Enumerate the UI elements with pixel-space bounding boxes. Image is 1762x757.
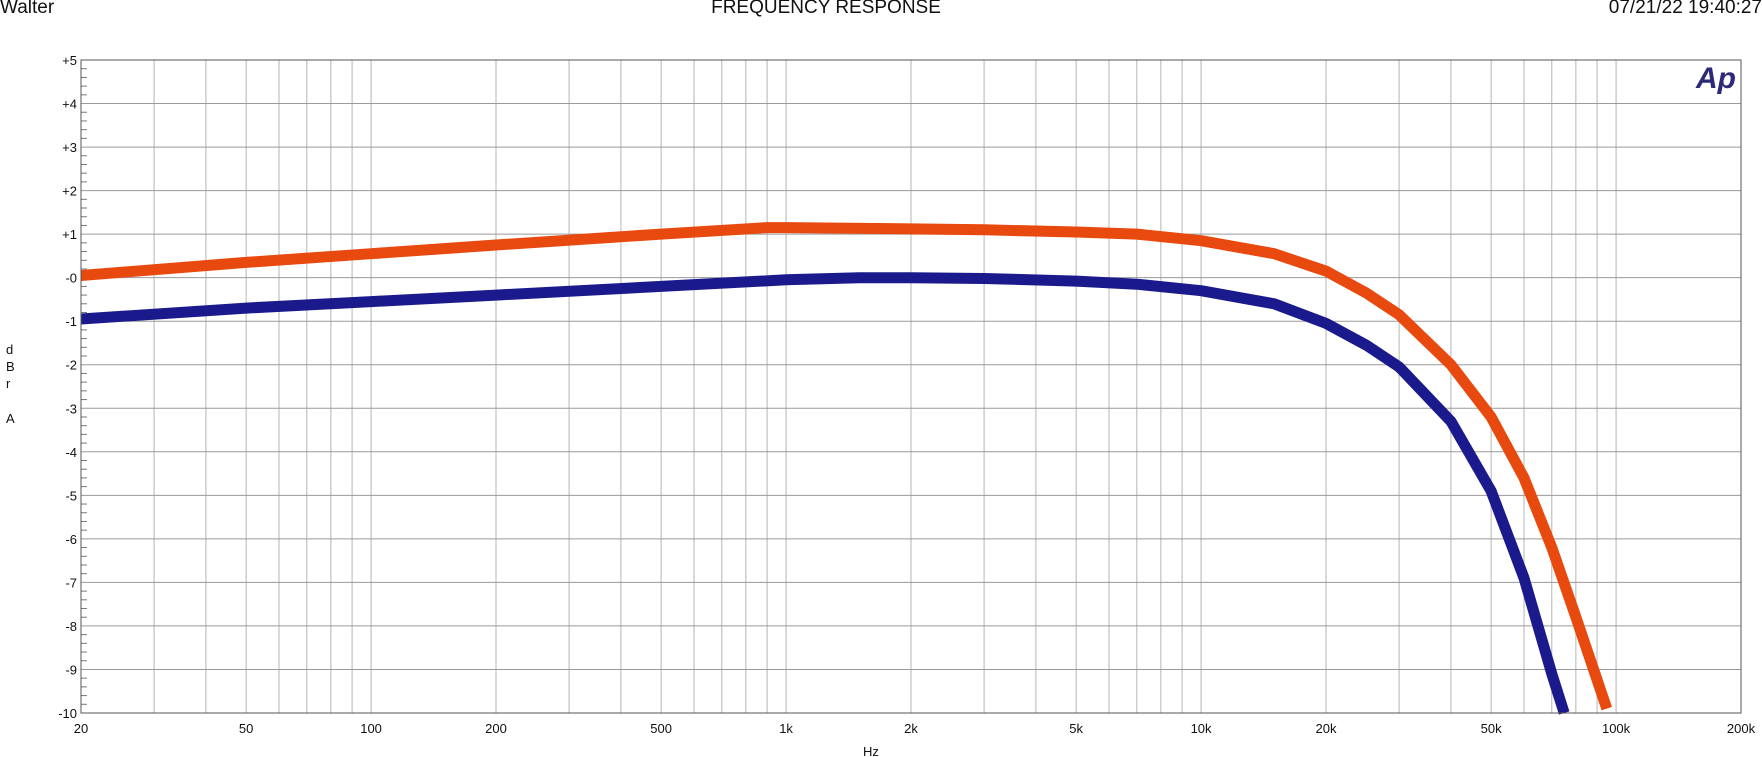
y-tick-label: -5 (65, 488, 77, 503)
header-timestamp: 07/21/22 19:40:27 (1608, 0, 1762, 18)
y-axis-label-a: A (6, 411, 15, 426)
y-axis-label-b: B (6, 359, 15, 374)
audio-precision-logo: Ap (1695, 62, 1736, 95)
y-tick-labels: +5 +4 +3 +2 +1 -0 -1 -2 -3 -4 -5 -6 -7 -8 -9 -10 (58, 53, 77, 721)
y-tick-label: -10 (58, 706, 77, 721)
x-tick-label: 10k (1191, 721, 1212, 736)
x-tick-label: 200 (485, 721, 507, 736)
x-tick-label: 50 (239, 721, 253, 736)
y-tick-label: +4 (62, 97, 77, 112)
x-axis-title: Hz (863, 744, 879, 757)
y-minor-ticks (81, 68, 87, 705)
y-axis-label-d: d (6, 342, 14, 357)
x-tick-label: 20 (74, 721, 88, 736)
y-tick-label: -2 (65, 358, 77, 373)
y-tick-label: -1 (65, 314, 77, 329)
x-tick-label: 100k (1602, 721, 1631, 736)
major-grid (81, 59, 1741, 714)
x-tick-label: 100 (360, 721, 382, 736)
series-line-1 (80, 222, 1613, 711)
x-tick-label: 200k (1727, 721, 1756, 736)
y-tick-label: -3 (65, 401, 77, 416)
plot-frame (80, 59, 1742, 714)
y-tick-label: +5 (62, 53, 77, 68)
x-tick-label: 20k (1316, 721, 1337, 736)
x-tick-label: 5k (1069, 721, 1083, 736)
y-tick-label: -7 (65, 575, 77, 590)
x-tick-label: 2k (904, 721, 918, 736)
y-tick-label: -4 (65, 445, 77, 460)
minor-grid (80, 60, 1742, 713)
y-axis-label-r: r (6, 376, 11, 391)
x-tick-labels: 20 50 100 200 500 1k 2k 5k 10k 20k 50k 100k 200k (74, 721, 1756, 736)
y-tick-label: +3 (62, 140, 77, 155)
x-tick-label: 500 (650, 721, 672, 736)
y-tick-label: -9 (65, 662, 77, 677)
series-line-2 (80, 272, 1570, 715)
y-tick-label: +2 (62, 184, 77, 199)
x-tick-label: 1k (779, 721, 793, 736)
header-left-label: Walter (0, 0, 55, 18)
x-tick-label: 50k (1481, 721, 1502, 736)
y-tick-label: -0 (65, 271, 77, 286)
chart-title: FREQUENCY RESPONSE (711, 0, 941, 18)
series-layer (80, 222, 1613, 715)
y-tick-label: -6 (65, 532, 77, 547)
y-tick-label: +1 (62, 227, 77, 242)
y-tick-label: -8 (65, 619, 77, 634)
